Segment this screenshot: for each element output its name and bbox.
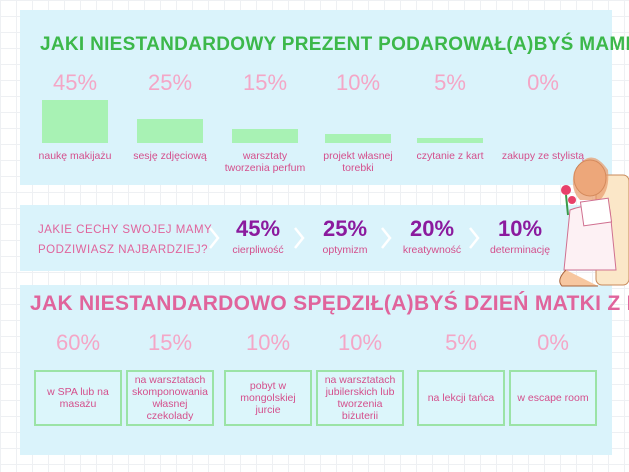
value-label: 5% [445, 330, 477, 355]
value-label: 5% [434, 70, 466, 95]
bar [137, 119, 203, 143]
category-label: optymizm [322, 244, 368, 256]
category-box: na warsztatach jubilerskich lub tworzeni… [316, 370, 404, 426]
category-box: na lekcji tańca [417, 370, 505, 426]
value-label: 15% [242, 70, 288, 95]
bar [42, 100, 108, 143]
value-label: 10% [245, 330, 291, 355]
bar [417, 138, 483, 143]
category-label: determinację [489, 244, 551, 256]
value-label: 20% [409, 216, 455, 241]
value-label: 60% [55, 330, 101, 355]
category-label: naukę makijażu [38, 150, 112, 162]
value-label: 45% [52, 70, 98, 95]
bar [325, 133, 391, 143]
value-label: 25% [322, 216, 368, 241]
category-label: czytanie z kart [416, 150, 484, 162]
bar [232, 128, 298, 143]
chart-title: JAKI NIESTANDARDOWY PREZENT PODAROWAŁ(A)… [40, 34, 629, 55]
question: JAKIE CECHY SWOJEJ MAMY PODZIWIASZ NAJBA… [38, 224, 213, 256]
category-label: zakupy ze stylistą [501, 150, 585, 162]
category-box: w SPA lub na masażu [34, 370, 122, 426]
category-box: w escape room [509, 370, 597, 426]
category-label: kreatywność [402, 244, 462, 256]
value-label: 15% [147, 330, 193, 355]
category-box: pobyt w mongolskiej jurcie [224, 370, 312, 426]
category-label: warsztaty tworzenia perfum [224, 150, 306, 174]
category-box: na warsztatach skomponowania własnej cze… [126, 370, 214, 426]
chevrons [209, 227, 480, 249]
value-label: 0% [537, 330, 569, 355]
value-label: 25% [147, 70, 193, 95]
mother-illustration [559, 157, 629, 287]
panel-gifts [20, 10, 612, 185]
category-label: cierpliwość [232, 244, 284, 256]
category-label: sesję zdjęciową [133, 150, 207, 162]
value-label: 10% [497, 216, 543, 241]
category-label: projekt własnej torebki [323, 150, 393, 174]
chart-title: JAK NIESTANDARDOWO SPĘDZIŁ(A)BYŚ DZIEŃ M… [30, 292, 629, 315]
value-label: 10% [335, 70, 381, 95]
value-label: 0% [527, 70, 559, 95]
value-label: 45% [235, 216, 281, 241]
value-label: 10% [337, 330, 383, 355]
panel-traits [20, 205, 612, 271]
